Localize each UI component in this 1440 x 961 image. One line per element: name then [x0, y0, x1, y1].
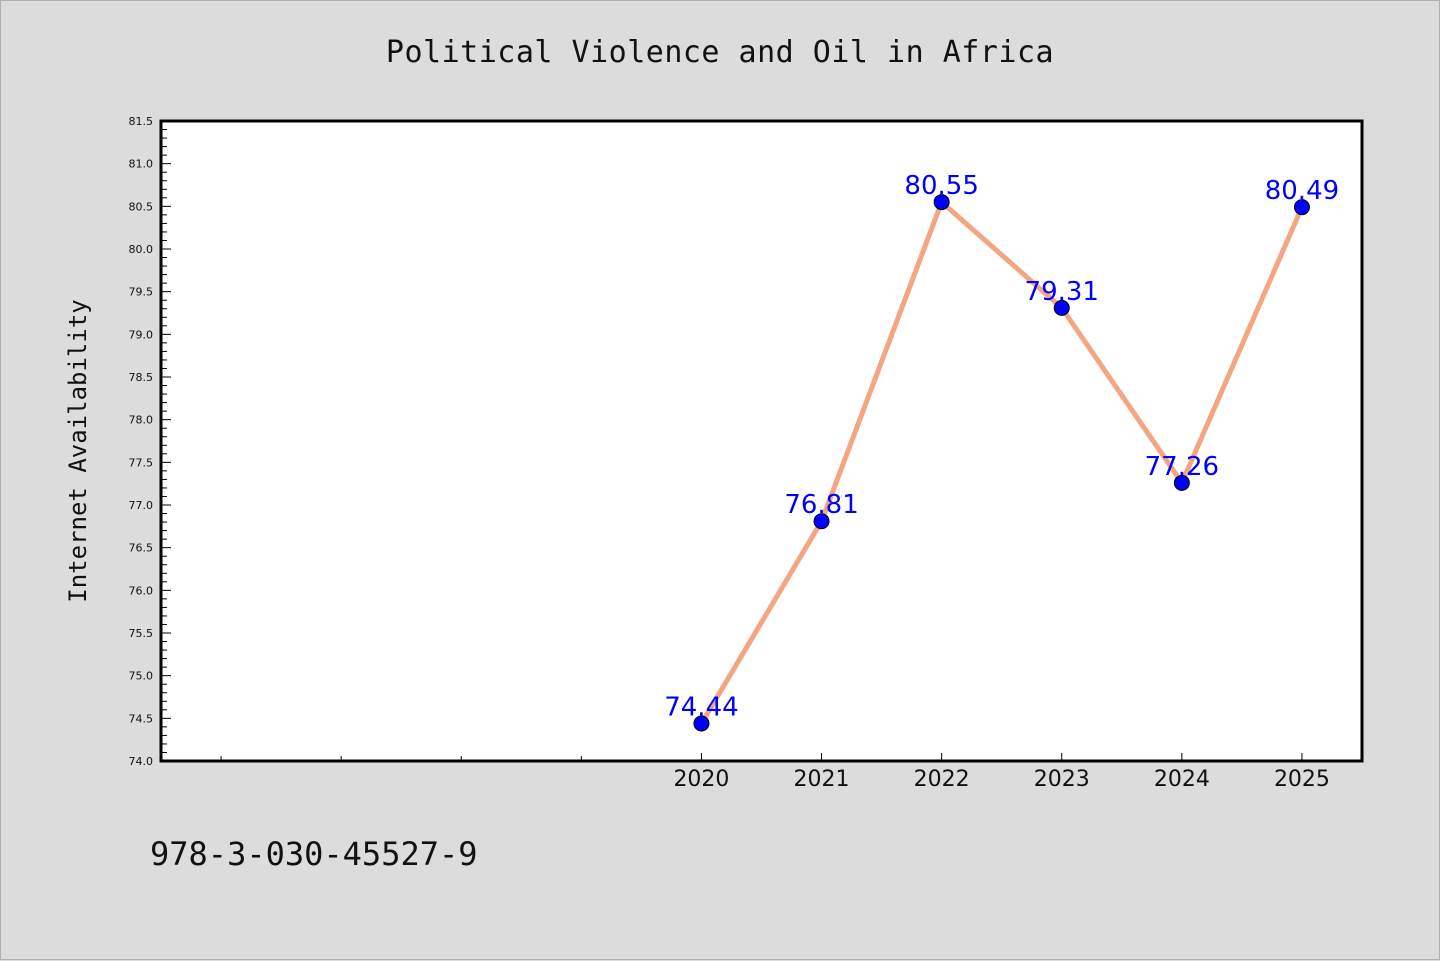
data-point: [1293, 199, 1310, 216]
y-axis: 74.0 74.5 75.0 75.5 76.0 76.5 77.0 77.5 78.0 78.5…: [129, 115, 171, 768]
isbn-text: 978-3-030-45527-9: [150, 835, 478, 873]
data-label: 80.49: [1265, 176, 1339, 206]
y-tick-label: 80.5: [129, 200, 154, 213]
plot-area: [159, 119, 1364, 763]
data-point: [693, 715, 710, 732]
y-tick-label: 74.0: [129, 755, 154, 768]
y-tick-label: 78.5: [129, 371, 154, 384]
y-tick-label: 81.5: [129, 115, 154, 128]
chart-title: Political Violence and Oil in Africa: [385, 35, 1055, 70]
y-tick-label: 80.0: [129, 243, 154, 256]
y-tick-label: 75.0: [129, 670, 154, 683]
x-tick-label: 2022: [914, 767, 970, 792]
y-tick-label: 76.0: [129, 584, 154, 597]
y-tick-label: 77.0: [129, 499, 154, 512]
data-label: 77.26: [1145, 452, 1219, 482]
y-tick-label: 74.5: [129, 712, 154, 725]
x-tick-label: 2024: [1154, 767, 1210, 792]
x-tick-label: 2025: [1274, 767, 1330, 792]
x-tick-label: 2020: [673, 767, 729, 792]
data-label: 76.81: [784, 490, 858, 520]
y-tick-label: 79.5: [129, 286, 154, 299]
data-label: 79.31: [1025, 277, 1099, 307]
y-tick-label: 79.0: [129, 328, 154, 341]
y-tick-label: 78.0: [129, 414, 154, 427]
data-label: 74.44: [664, 692, 738, 722]
data-point: [813, 513, 830, 530]
data-point: [1173, 474, 1190, 491]
data-label: 80.55: [904, 171, 978, 201]
y-tick-label: 76.5: [129, 542, 154, 555]
y-axis-label: Internet Availability: [64, 299, 92, 602]
y-tick-label: 81.0: [129, 158, 154, 171]
series-line: [699, 199, 1305, 725]
x-tick-label: 2021: [794, 767, 850, 792]
series-group: 74.44 76.81 80.55 79.31 77.26 80.49: [664, 171, 1339, 732]
y-tick-label: 75.5: [129, 627, 154, 640]
x-axis: 2020 2021 2022 2023 2024 2025: [220, 753, 1330, 792]
data-point: [933, 194, 950, 211]
data-point: [1053, 299, 1070, 316]
y-tick-label: 77.5: [129, 456, 154, 469]
x-tick-label: 2023: [1034, 767, 1090, 792]
